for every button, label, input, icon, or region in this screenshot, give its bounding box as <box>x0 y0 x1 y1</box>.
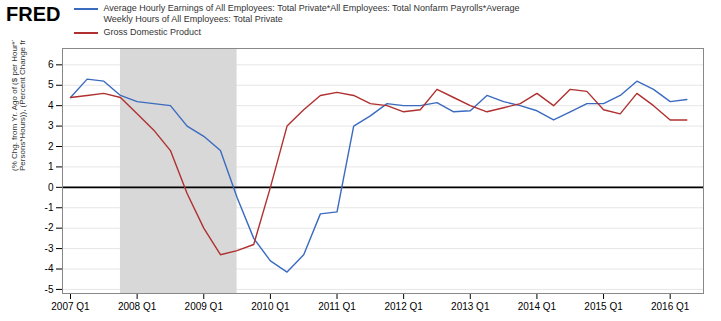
svg-text:-3: -3 <box>45 243 54 254</box>
svg-text:-4: -4 <box>45 263 54 274</box>
svg-text:2015 Q1: 2015 Q1 <box>584 301 623 312</box>
svg-text:1: 1 <box>48 161 54 172</box>
svg-text:6: 6 <box>48 59 54 70</box>
svg-text:2016 Q1: 2016 Q1 <box>651 301 690 312</box>
svg-text:2: 2 <box>48 141 54 152</box>
svg-text:2011 Q1: 2011 Q1 <box>318 301 356 312</box>
svg-text:3: 3 <box>48 120 54 131</box>
svg-text:(% Chg. from Yr. Ago of ($ per: (% Chg. from Yr. Ago of ($ per Hour*Thou… <box>10 40 27 171</box>
svg-text:0: 0 <box>48 182 54 193</box>
svg-text:-5: -5 <box>45 284 54 295</box>
svg-text:2012 Q1: 2012 Q1 <box>384 301 423 312</box>
html-text:FRED: FRED <box>6 3 61 25</box>
svg-text:-1: -1 <box>45 202 54 213</box>
svg-text:2013 Q1: 2013 Q1 <box>451 301 490 312</box>
svg-text:2014 Q1: 2014 Q1 <box>518 301 557 312</box>
html-text:Average Hourly Earnings of All: Average Hourly Earnings of All Employees… <box>103 3 520 24</box>
svg-text:2008 Q1: 2008 Q1 <box>118 301 157 312</box>
html-text:Gross Domestic Product: Gross Domestic Product <box>103 27 201 37</box>
svg-text:5: 5 <box>48 79 54 90</box>
svg-text:2007 Q1: 2007 Q1 <box>51 301 90 312</box>
svg-text:2009 Q1: 2009 Q1 <box>185 301 224 312</box>
svg-text:2010 Q1: 2010 Q1 <box>251 301 290 312</box>
svg-text:-2: -2 <box>45 222 54 233</box>
svg-text:4: 4 <box>48 100 54 111</box>
